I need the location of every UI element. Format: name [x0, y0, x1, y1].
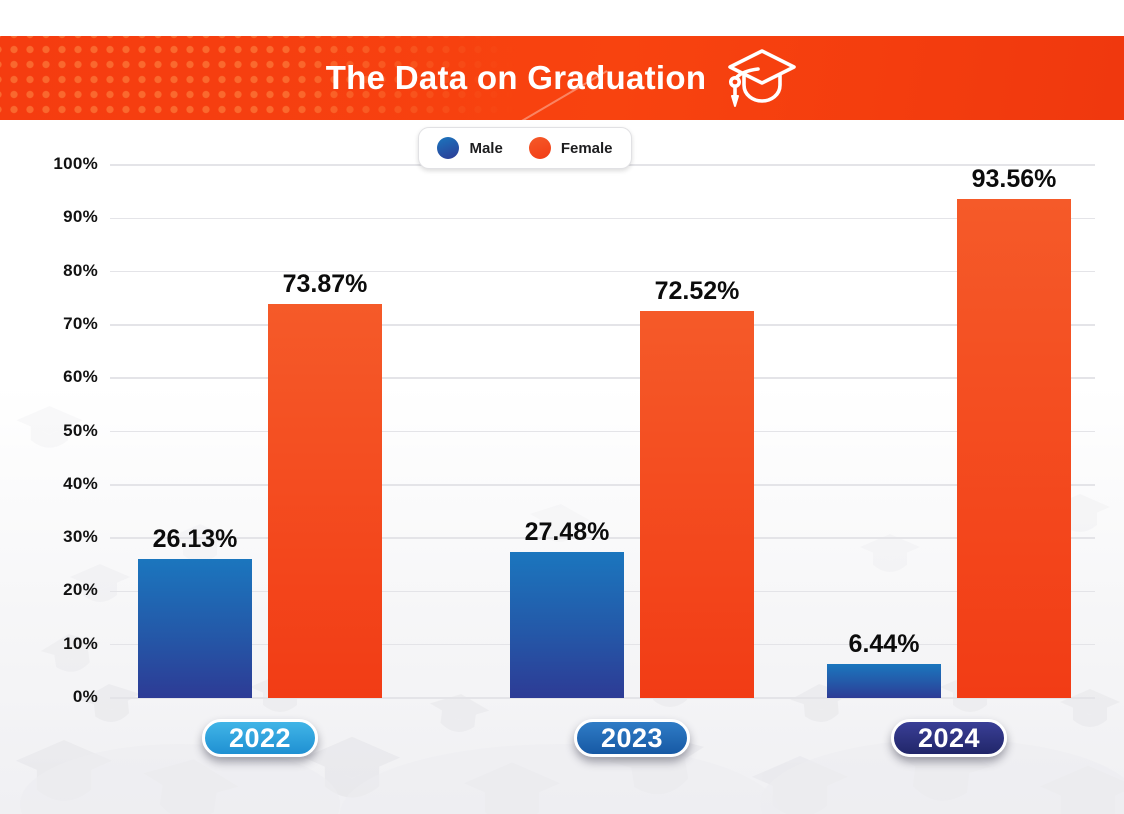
category-pill-2023: 2023	[574, 719, 690, 757]
bar-female-2024	[957, 199, 1071, 698]
header-banner: The Data on Graduation	[0, 36, 1124, 157]
gridline-40%	[110, 484, 1095, 486]
y-tick-label: 90%	[63, 207, 98, 227]
bar-male-2023	[510, 551, 624, 698]
legend-item-male: Male	[437, 137, 503, 159]
bar-value-label-female-2023: 72.52%	[654, 277, 740, 306]
legend-label-female: Female	[560, 139, 613, 157]
y-tick-label: 50%	[63, 420, 98, 440]
legend-item-female: Female	[528, 137, 613, 159]
gridline-80%	[110, 270, 1095, 273]
bar-female-2022	[268, 304, 382, 698]
bar-value-label-female-2022: 73.87%	[282, 270, 368, 299]
page-title: The Data on Graduation	[325, 59, 707, 96]
gridline-0%	[110, 697, 1095, 699]
bar-value-label-male-2024: 6.44%	[848, 629, 920, 658]
bar-value-label-male-2022: 26.13%	[152, 524, 238, 553]
gridline-50%	[110, 430, 1095, 433]
gridline-70%	[110, 324, 1095, 326]
bar-male-2022	[138, 558, 252, 698]
gridline-60%	[110, 377, 1095, 379]
category-pill-2022: 2022	[202, 719, 318, 757]
category-pill-2024: 2024	[891, 719, 1007, 757]
y-tick-label: 10%	[63, 633, 98, 653]
y-tick-label: 30%	[63, 527, 98, 547]
legend-label-male: Male	[469, 139, 503, 157]
graduation-cap-icon	[728, 49, 797, 107]
gridline-90%	[110, 217, 1095, 220]
male-color-swatch	[437, 137, 460, 159]
y-tick-label: 80%	[63, 260, 98, 280]
y-tick-label: 100%	[53, 154, 98, 173]
y-tick-label: 60%	[63, 367, 98, 387]
y-tick-label: 70%	[63, 313, 98, 333]
chart-legend: Male Female	[418, 127, 632, 169]
crowd-silhouette	[16, 406, 1124, 814]
y-tick-label: 40%	[63, 473, 98, 493]
female-color-swatch	[528, 137, 551, 159]
bar-male-2024	[827, 663, 941, 698]
bar-value-label-male-2023: 27.48%	[524, 517, 610, 546]
bar-value-label-female-2024: 93.56%	[971, 165, 1057, 194]
y-tick-label: 20%	[63, 580, 98, 600]
y-tick-label: 0%	[72, 687, 98, 706]
gridline-30%	[110, 537, 1095, 539]
bar-female-2023	[640, 311, 754, 698]
dot-pattern	[0, 36, 518, 120]
